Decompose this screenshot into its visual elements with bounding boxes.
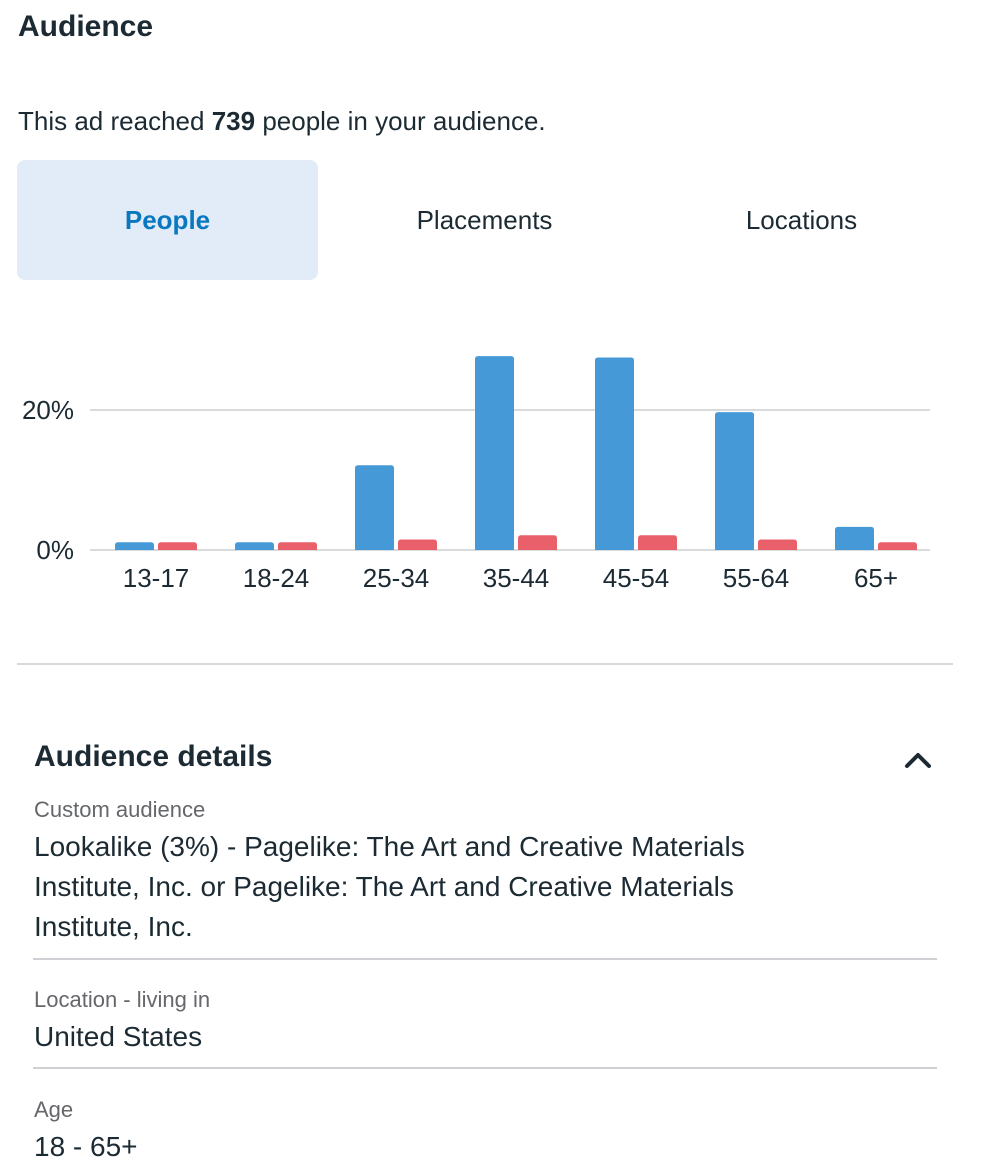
audience-details-title: Audience details <box>34 740 273 773</box>
tab-people[interactable]: People <box>17 160 318 280</box>
custom-audience-value: Lookalike (3%) - Pagelike: The Art and C… <box>34 827 937 947</box>
custom-audience-line: Institute, Inc. or Pagelike: The Art and… <box>34 871 734 902</box>
custom-audience-label: Custom audience <box>34 797 206 822</box>
collapse-button[interactable] <box>898 740 938 780</box>
x-tick-label: 13-17 <box>123 563 190 593</box>
chart-bar <box>475 356 514 550</box>
chart-bar <box>278 542 317 550</box>
chart-bar <box>115 542 154 550</box>
chevron-up-icon <box>905 753 931 768</box>
y-tick-label: 0% <box>36 535 74 565</box>
custom-audience-section: Custom audience Lookalike (3%) - Pagelik… <box>34 797 937 947</box>
x-tick-label: 65+ <box>854 563 898 593</box>
x-tick-label: 35-44 <box>483 563 550 593</box>
chart-bar <box>878 542 917 550</box>
audience-tabs: People Placements Locations <box>17 160 969 280</box>
reach-suffix: people in your audience. <box>262 106 546 136</box>
chart-bar <box>835 526 874 550</box>
location-value: United States <box>34 1021 203 1052</box>
x-tick-label: 25-34 <box>363 563 430 593</box>
reach-summary: This ad reached 739 people in your audie… <box>18 106 546 137</box>
tab-placements[interactable]: Placements <box>416 204 553 235</box>
location-section: Location - living in United States <box>34 987 937 1057</box>
divider <box>33 958 937 960</box>
chart-bar <box>235 542 274 550</box>
divider <box>33 1067 937 1069</box>
reach-count: 739 <box>211 106 256 136</box>
chart-bar <box>715 412 754 550</box>
chart-bar <box>758 539 797 550</box>
age-label: Age <box>34 1097 74 1122</box>
chart-bar <box>158 542 197 550</box>
x-tick-label: 45-54 <box>603 563 670 593</box>
age-chart-svg: 0% 20% 13-17 18-24 25-34 35-44 45-54 55-64 65+ <box>22 356 930 593</box>
chart-bar <box>595 357 634 550</box>
age-chart: 0% 20% 13-17 18-24 25-34 35-44 45-54 55-64 65+ <box>0 300 984 620</box>
age-value: 18 - 65+ <box>34 1131 138 1162</box>
y-tick-label: 20% <box>22 395 74 425</box>
x-tick-label: 18-24 <box>243 563 310 593</box>
tab-locations[interactable]: Locations <box>745 204 858 235</box>
chart-bar <box>638 535 677 550</box>
chart-bar <box>398 539 437 550</box>
custom-audience-line: Institute, Inc. <box>34 911 193 942</box>
chart-bar <box>355 465 394 550</box>
reach-prefix: This ad reached <box>18 106 205 136</box>
page-title: Audience <box>18 10 154 43</box>
location-label: Location - living in <box>34 987 211 1012</box>
age-section: Age 18 - 65+ <box>34 1097 937 1166</box>
custom-audience-line: Lookalike (3%) - Pagelike: The Art and C… <box>34 831 745 862</box>
x-tick-label: 55-64 <box>723 563 790 593</box>
chart-bar <box>518 535 557 550</box>
divider <box>17 663 953 665</box>
